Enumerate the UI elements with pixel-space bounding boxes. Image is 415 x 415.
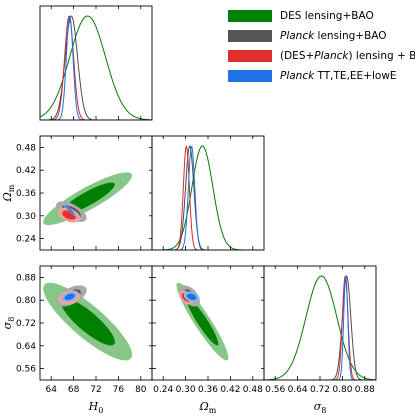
marginal-panel-s8 — [264, 274, 376, 380]
legend-entry: (DES+Planck) lensing + BAO — [228, 46, 415, 66]
x-tick-label-s8: 0.64 — [288, 385, 308, 395]
x-axis-label-s8: σ8 — [314, 400, 327, 415]
contour-panel-H0-s8 — [43, 282, 133, 361]
y-axis-label-Om: Ωm — [1, 184, 16, 202]
legend-entry: DES lensing+BAO — [228, 6, 414, 26]
marginal-curve-series-2 — [40, 15, 152, 120]
marginal-curve-series-3 — [264, 276, 376, 380]
x-tick-label-s8: 0.80 — [332, 385, 352, 395]
legend: DES lensing+BAO Planck lensing+BAO (DES+Pl… — [228, 6, 415, 86]
y-tick-label-s8: 0.72 — [16, 319, 36, 329]
x-tick-label-Om: 0.48 — [243, 385, 263, 395]
y-tick-label-s8: 0.88 — [16, 273, 36, 283]
panel-frame-2-2 — [263, 265, 377, 381]
marginal-curve-series-0 — [152, 145, 264, 250]
y-tick-label-s8: 0.64 — [16, 342, 36, 352]
marginal-curve-series-1 — [264, 274, 376, 380]
legend-entry: Planck lensing+BAO — [228, 26, 414, 46]
contour-panel-Om-s8 — [176, 282, 229, 361]
x-tick-label-H0: 80 — [135, 385, 147, 395]
legend-swatch — [228, 30, 272, 42]
marginal-curve-series-1 — [40, 15, 152, 120]
y-tick-label-Om: 0.42 — [16, 166, 36, 176]
contour-inner-series-3 — [64, 204, 75, 215]
y-axis-label-s8: σ8 — [1, 317, 16, 330]
x-axis-label-H0: H0 — [88, 400, 104, 415]
contour-inner-series-3 — [186, 293, 197, 300]
y-tick-label-Om: 0.24 — [16, 235, 36, 245]
legend-label: Planck lensing+BAO — [280, 30, 387, 42]
x-axis-label-Om: Ωm — [199, 400, 217, 415]
y-tick-label-s8: 0.56 — [16, 365, 36, 375]
contour-inner-series-0 — [60, 297, 115, 346]
marginal-curve-series-2 — [264, 275, 376, 380]
x-tick-label-s8: 0.88 — [355, 385, 375, 395]
x-tick-label-Om: 0.24 — [153, 385, 173, 395]
legend-entry: Planck TT,TE,EE+lowE — [228, 66, 414, 86]
y-tick-label-Om: 0.48 — [16, 143, 36, 153]
contour-panel-H0-Om — [43, 172, 133, 226]
marginal-curve-series-3 — [40, 15, 152, 120]
y-tick-label-s8: 0.80 — [16, 296, 36, 306]
marginal-curve-series-0 — [40, 15, 152, 120]
marginal-curve-series-0 — [264, 275, 376, 380]
x-tick-label-H0: 64 — [45, 385, 57, 395]
legend-label: Planck TT,TE,EE+lowE — [280, 70, 397, 82]
x-tick-label-H0: 68 — [68, 385, 80, 395]
panel-frame-1-1 — [151, 135, 265, 251]
x-tick-label-s8: 0.56 — [265, 385, 285, 395]
legend-label: (DES+Planck) lensing + BAO — [280, 50, 415, 62]
x-tick-label-H0: 72 — [90, 385, 101, 395]
legend-label: DES lensing+BAO — [280, 10, 374, 22]
x-tick-label-Om: 0.42 — [220, 385, 240, 395]
legend-swatch — [228, 70, 272, 82]
legend-swatch — [228, 10, 272, 22]
y-tick-label-Om: 0.30 — [16, 212, 36, 222]
marginal-panel-Om — [152, 144, 264, 250]
contour-inner-series-3 — [64, 293, 75, 300]
x-tick-label-H0: 76 — [113, 385, 125, 395]
x-tick-label-s8: 0.72 — [310, 385, 330, 395]
contour-inner-series-0 — [186, 297, 219, 346]
x-tick-label-Om: 0.36 — [198, 385, 218, 395]
x-tick-label-Om: 0.30 — [176, 385, 196, 395]
panel-frame-0-0 — [39, 5, 153, 121]
legend-swatch — [228, 50, 272, 62]
y-tick-label-Om: 0.36 — [16, 189, 36, 199]
marginal-panel-H0 — [40, 15, 152, 120]
